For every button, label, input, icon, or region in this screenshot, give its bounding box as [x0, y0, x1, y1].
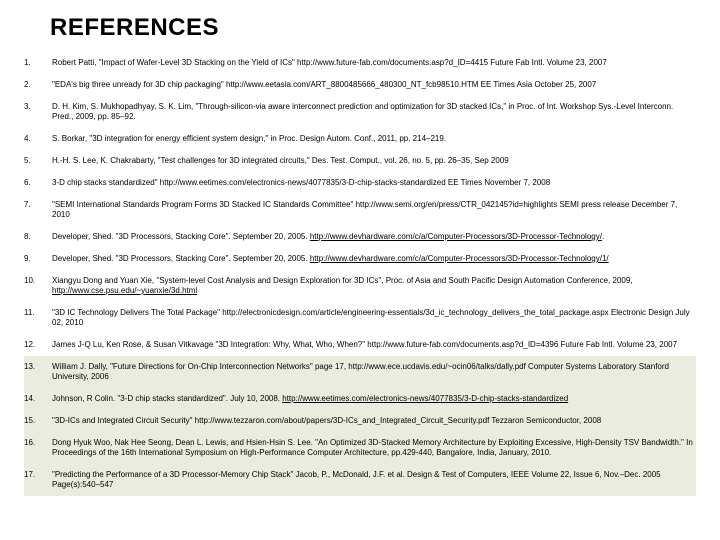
reference-text: "Predicting the Performance of a 3D Proc…: [52, 464, 696, 496]
reference-number: 9.: [24, 248, 52, 270]
reference-text: William J. Dally, "Future Directions for…: [52, 356, 696, 388]
reference-link[interactable]: http://www.cse.psu.edu/~yuanxie/3d.html: [52, 286, 197, 295]
reference-text: Robert Patti, "Impact of Wafer-Level 3D …: [52, 52, 696, 74]
reference-text: Developer, Shed. "3D Processors, Stackin…: [52, 226, 696, 248]
reference-number: 6.: [24, 172, 52, 194]
reference-number: 12.: [24, 334, 52, 356]
reference-number: 1.: [24, 52, 52, 74]
reference-number: 16.: [24, 432, 52, 464]
reference-row: 13.William J. Dally, "Future Directions …: [24, 356, 696, 388]
reference-text: H.-H. S. Lee, K. Chakrabarty, "Test chal…: [52, 150, 696, 172]
reference-text: "3D IC Technology Delivers The Total Pac…: [52, 302, 696, 334]
reference-row: 3.D. H. Kim, S. Mukhopadhyay, S. K. Lim,…: [24, 96, 696, 128]
reference-row: 1.Robert Patti, "Impact of Wafer-Level 3…: [24, 52, 696, 74]
reference-number: 4.: [24, 128, 52, 150]
page-title: REFERENCES: [50, 14, 696, 42]
reference-text: "3D-ICs and Integrated Circuit Security"…: [52, 410, 696, 432]
reference-number: 2.: [24, 74, 52, 96]
reference-row: 9.Developer, Shed. "3D Processors, Stack…: [24, 248, 696, 270]
reference-number: 3.: [24, 96, 52, 128]
reference-row: 15."3D-ICs and Integrated Circuit Securi…: [24, 410, 696, 432]
reference-text: Xiangyu Dong and Yuan Xie, "System-level…: [52, 270, 696, 302]
references-list: 1.Robert Patti, "Impact of Wafer-Level 3…: [24, 52, 696, 496]
reference-number: 15.: [24, 410, 52, 432]
reference-text: S. Borkar, "3D integration for energy ef…: [52, 128, 696, 150]
reference-number: 5.: [24, 150, 52, 172]
reference-row: 17."Predicting the Performance of a 3D P…: [24, 464, 696, 496]
reference-row: 6.3-D chip stacks standardized" http://w…: [24, 172, 696, 194]
reference-number: 7.: [24, 194, 52, 226]
reference-text: Johnson, R Colin. "3-D chip stacks stand…: [52, 388, 696, 410]
reference-link[interactable]: http://www.devhardware.com/c/a/Computer-…: [310, 254, 609, 263]
reference-text: 3-D chip stacks standardized" http://www…: [52, 172, 696, 194]
reference-text: "EDA's big three unready for 3D chip pac…: [52, 74, 696, 96]
reference-row: 12.James J-Q Lu, Ken Rose, & Susan Vitka…: [24, 334, 696, 356]
reference-text: Dong Hyuk Woo, Nak Hee Seong, Dean L. Le…: [52, 432, 696, 464]
reference-number: 10.: [24, 270, 52, 302]
reference-number: 13.: [24, 356, 52, 388]
reference-row: 8.Developer, Shed. "3D Processors, Stack…: [24, 226, 696, 248]
reference-text: James J-Q Lu, Ken Rose, & Susan Vitkavag…: [52, 334, 696, 356]
references-slide: REFERENCES 1.Robert Patti, "Impact of Wa…: [0, 0, 720, 540]
reference-row: 11."3D IC Technology Delivers The Total …: [24, 302, 696, 334]
reference-number: 14.: [24, 388, 52, 410]
reference-link[interactable]: http://www.eetimes.com/electronics-news/…: [282, 394, 568, 403]
reference-row: 5.H.-H. S. Lee, K. Chakrabarty, "Test ch…: [24, 150, 696, 172]
reference-number: 8.: [24, 226, 52, 248]
reference-text: "SEMI International Standards Program Fo…: [52, 194, 696, 226]
reference-row: 2."EDA's big three unready for 3D chip p…: [24, 74, 696, 96]
reference-row: 10.Xiangyu Dong and Yuan Xie, "System-le…: [24, 270, 696, 302]
reference-text: Developer, Shed. "3D Processors, Stackin…: [52, 248, 696, 270]
reference-row: 14.Johnson, R Colin. "3-D chip stacks st…: [24, 388, 696, 410]
reference-row: 16.Dong Hyuk Woo, Nak Hee Seong, Dean L.…: [24, 432, 696, 464]
reference-text: D. H. Kim, S. Mukhopadhyay, S. K. Lim, "…: [52, 96, 696, 128]
reference-number: 11.: [24, 302, 52, 334]
reference-row: 7."SEMI International Standards Program …: [24, 194, 696, 226]
reference-row: 4.S. Borkar, "3D integration for energy …: [24, 128, 696, 150]
reference-link[interactable]: http://www.devhardware.com/c/a/Computer-…: [310, 232, 602, 241]
reference-number: 17.: [24, 464, 52, 496]
